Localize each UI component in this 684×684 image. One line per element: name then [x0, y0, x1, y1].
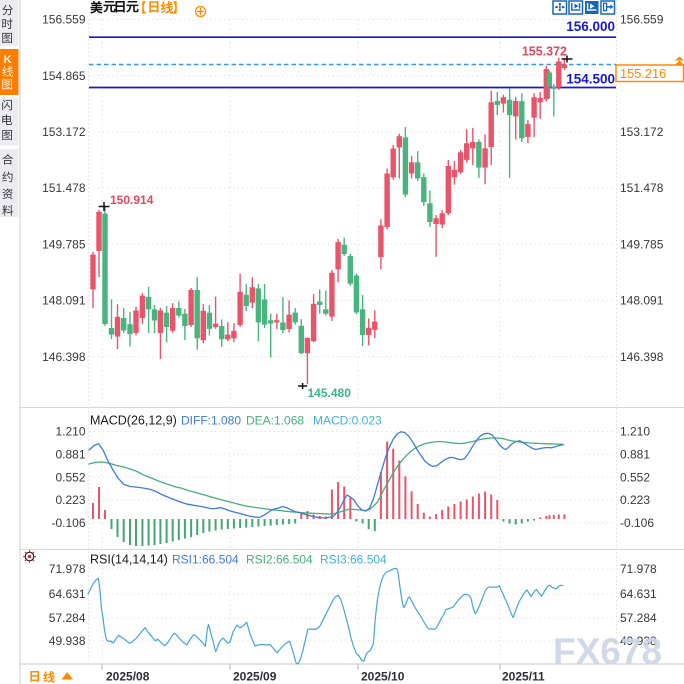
svg-text:1.210: 1.210 — [620, 425, 650, 439]
svg-text:DIFF:1.080: DIFF:1.080 — [181, 414, 241, 428]
svg-text:153.172: 153.172 — [42, 125, 86, 139]
svg-text:49.938: 49.938 — [49, 634, 86, 648]
svg-text:151.478: 151.478 — [620, 181, 664, 195]
svg-text:151.478: 151.478 — [42, 181, 86, 195]
svg-text:71.978: 71.978 — [49, 562, 86, 576]
svg-text:64.631: 64.631 — [49, 587, 86, 601]
svg-text:153.172: 153.172 — [620, 125, 664, 139]
svg-text:RSI2:66.504: RSI2:66.504 — [246, 553, 313, 567]
svg-text:154.865: 154.865 — [42, 69, 86, 83]
svg-text:156.559: 156.559 — [42, 13, 86, 27]
svg-text:148.091: 148.091 — [42, 294, 86, 308]
svg-text:155.216: 155.216 — [620, 66, 666, 81]
svg-text:0.552: 0.552 — [620, 470, 650, 484]
svg-text:156.559: 156.559 — [620, 13, 664, 27]
svg-text:2025/11: 2025/11 — [502, 670, 545, 684]
svg-text:RSI1:66.504: RSI1:66.504 — [172, 553, 239, 567]
svg-text:2025/09: 2025/09 — [233, 670, 277, 684]
svg-text:146.398: 146.398 — [620, 350, 664, 364]
svg-text:57.284: 57.284 — [620, 611, 657, 625]
svg-text:2025/10: 2025/10 — [361, 670, 405, 684]
svg-text:149.785: 149.785 — [620, 237, 664, 251]
svg-text:FX678: FX678 — [553, 631, 662, 672]
svg-text:2025/08: 2025/08 — [106, 670, 150, 684]
svg-text:RSI(14,14,14): RSI(14,14,14) — [90, 553, 168, 567]
svg-text:K: K — [4, 54, 12, 66]
svg-text:0.552: 0.552 — [55, 470, 85, 484]
svg-text:150.914: 150.914 — [110, 193, 154, 207]
svg-text:1.210: 1.210 — [55, 425, 85, 439]
svg-text:49.938: 49.938 — [620, 634, 657, 648]
svg-text:154.500: 154.500 — [566, 72, 615, 87]
svg-text:DEA:1.068: DEA:1.068 — [246, 414, 304, 428]
svg-text:0.881: 0.881 — [620, 448, 650, 462]
svg-text:-0.106: -0.106 — [51, 516, 85, 530]
svg-text:0.223: 0.223 — [620, 493, 650, 507]
svg-text:RSI3:66.504: RSI3:66.504 — [320, 553, 387, 567]
svg-text:0.223: 0.223 — [55, 493, 85, 507]
svg-text:-0.106: -0.106 — [620, 516, 654, 530]
svg-text:MACD(26,12,9): MACD(26,12,9) — [90, 414, 177, 428]
svg-text:57.284: 57.284 — [49, 611, 86, 625]
svg-text:148.091: 148.091 — [620, 294, 664, 308]
svg-text:155.372: 155.372 — [522, 45, 567, 59]
svg-text:64.631: 64.631 — [620, 587, 657, 601]
svg-text:71.978: 71.978 — [620, 562, 657, 576]
svg-text:145.480: 145.480 — [308, 386, 352, 400]
svg-text:146.398: 146.398 — [42, 350, 86, 364]
svg-text:MACD:0.023: MACD:0.023 — [313, 414, 382, 428]
svg-text:156.000: 156.000 — [566, 19, 615, 34]
svg-text:149.785: 149.785 — [42, 237, 86, 251]
svg-text:0.881: 0.881 — [55, 448, 85, 462]
